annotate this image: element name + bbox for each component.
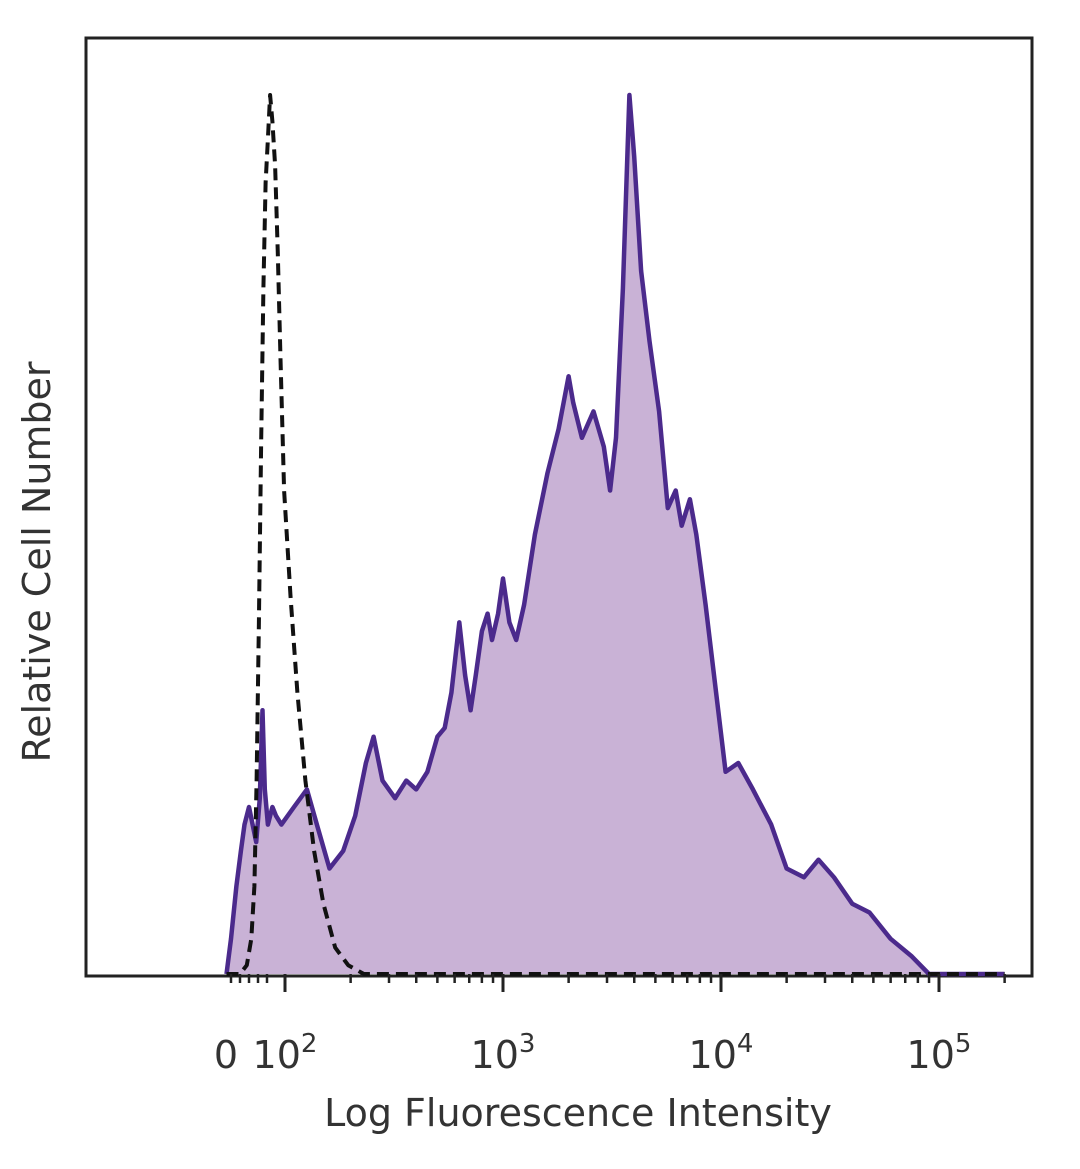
x-axis-tick-labels: 0 102 103 104 105	[214, 1029, 972, 1077]
x-axis-ticks	[229, 974, 1006, 992]
stained-histogram-line	[224, 92, 1005, 977]
x-tick-label: 0	[214, 1033, 238, 1077]
x-tick-label: 102	[253, 1029, 318, 1077]
x-tick-label: 103	[471, 1029, 536, 1077]
y-axis-label: Relative Cell Number	[15, 361, 59, 762]
x-tick-label: 104	[689, 1029, 754, 1077]
stained-histogram-fill	[226, 95, 1005, 974]
control-histogram-dashed-line	[226, 93, 1005, 976]
x-axis-label: Log Fluorescence Intensity	[324, 1091, 832, 1135]
series-layer	[224, 92, 1005, 977]
x-tick-label: 105	[907, 1029, 972, 1077]
